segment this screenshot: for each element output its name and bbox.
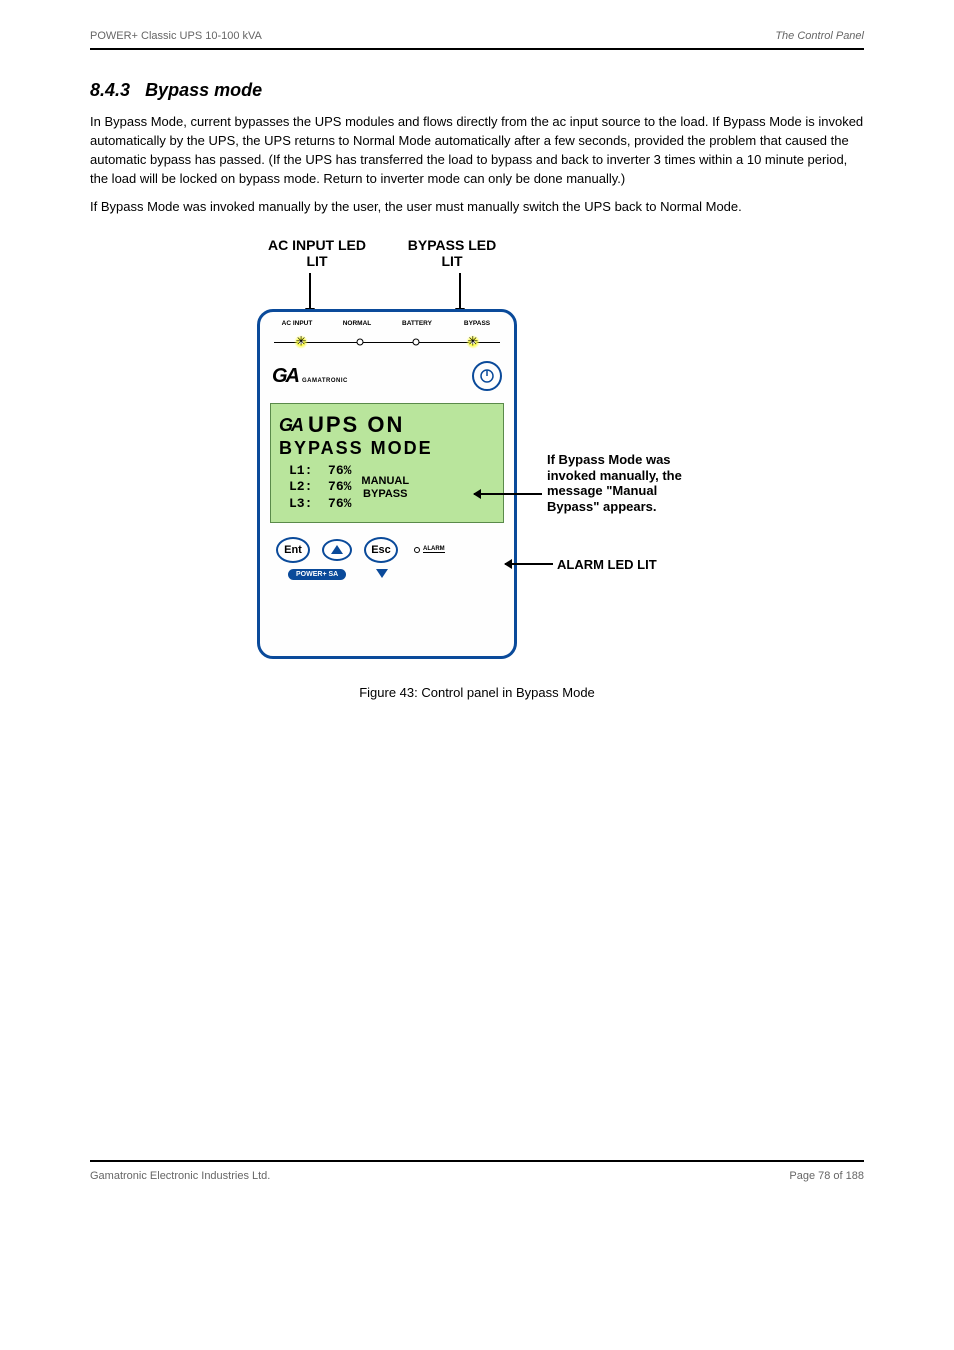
device-panel: AC INPUT NORMAL BATTERY BYPASS [257, 309, 517, 659]
lcd-l2-label: L2: [289, 479, 312, 494]
callout-bypass: BYPASS LED LIT [407, 237, 497, 269]
lcd-screen: GA UPS ON BYPASS MODE L1: 76% L2: 76% L3… [270, 403, 504, 523]
lcd-l3-label: L3: [289, 496, 312, 511]
section-number: 8.4.3 [90, 80, 130, 100]
lcd-l1-label: L1: [289, 463, 312, 478]
esc-button[interactable]: Esc [364, 537, 398, 563]
section-title: 8.4.3 Bypass mode [90, 80, 864, 101]
figure-caption: Figure 43: Control panel in Bypass Mode [90, 685, 864, 700]
lcd-manual-bypass: MANUAL BYPASS [361, 475, 409, 500]
led-normal [356, 339, 363, 346]
lcd-l3-value: 76% [328, 496, 351, 511]
led-track [274, 335, 500, 349]
footer-left: Gamatronic Electronic Industries Ltd. [90, 1170, 270, 1182]
up-button[interactable] [322, 539, 352, 561]
section-name: Bypass mode [145, 80, 262, 100]
power-button[interactable] [472, 361, 502, 391]
paragraph-2: If Bypass Mode was invoked manually by t… [90, 198, 864, 217]
led-label-normal: NORMAL [330, 320, 384, 327]
alarm-label: ALARM [423, 546, 445, 553]
brand-logo-icon: GA [272, 365, 298, 388]
annotation-alarm-led: ALARM LED LIT [557, 557, 657, 573]
led-battery [413, 339, 420, 346]
led-label-battery: BATTERY [390, 320, 444, 327]
header-left: POWER+ Classic UPS 10-100 kVA [90, 30, 262, 42]
led-label-ac: AC INPUT [270, 320, 324, 327]
page-footer: Gamatronic Electronic Industries Ltd. Pa… [90, 1170, 864, 1182]
lcd-title: UPS ON [308, 412, 404, 438]
footer-rule [90, 1160, 864, 1162]
header-right: The Control Panel [775, 30, 864, 42]
header-rule [90, 48, 864, 50]
page-header: POWER+ Classic UPS 10-100 kVA The Contro… [90, 30, 864, 42]
chevron-up-icon [331, 545, 343, 554]
figure-bypass-panel: AC INPUT LED LIT BYPASS LED LIT AC INPUT… [237, 237, 717, 677]
footer-right: Page 78 of 188 [789, 1170, 864, 1182]
callout-ac-input: AC INPUT LED LIT [267, 237, 367, 269]
led-bypass [466, 335, 480, 349]
arrow-manual-bypass [474, 493, 542, 495]
ent-button[interactable]: Ent [276, 537, 310, 563]
led-row: AC INPUT NORMAL BATTERY BYPASS [260, 312, 514, 335]
brand-text: GAMATRONIC [302, 378, 348, 384]
model-badge: POWER+ SA [288, 569, 346, 580]
power-icon [478, 367, 496, 385]
alarm-indicator: ALARM [414, 546, 445, 553]
chevron-down-icon [376, 569, 388, 578]
alarm-led [414, 547, 420, 553]
paragraph-1: In Bypass Mode, current bypasses the UPS… [90, 113, 864, 188]
annotation-manual-bypass: If Bypass Mode was invoked manually, the… [547, 452, 697, 514]
led-ac-input [294, 335, 308, 349]
brand: GA GAMATRONIC [272, 365, 348, 388]
lcd-logo-icon: GA [279, 415, 302, 436]
lcd-l2-value: 76% [328, 479, 351, 494]
lcd-manual-l2: BYPASS [361, 488, 409, 501]
lcd-subtitle: BYPASS MODE [279, 438, 495, 459]
led-label-bypass: BYPASS [450, 320, 504, 327]
lcd-loads: L1: 76% L2: 76% L3: 76% [279, 463, 351, 512]
lcd-l1-value: 76% [328, 463, 351, 478]
arrow-alarm-led [505, 563, 553, 565]
lcd-manual-l1: MANUAL [361, 475, 409, 488]
